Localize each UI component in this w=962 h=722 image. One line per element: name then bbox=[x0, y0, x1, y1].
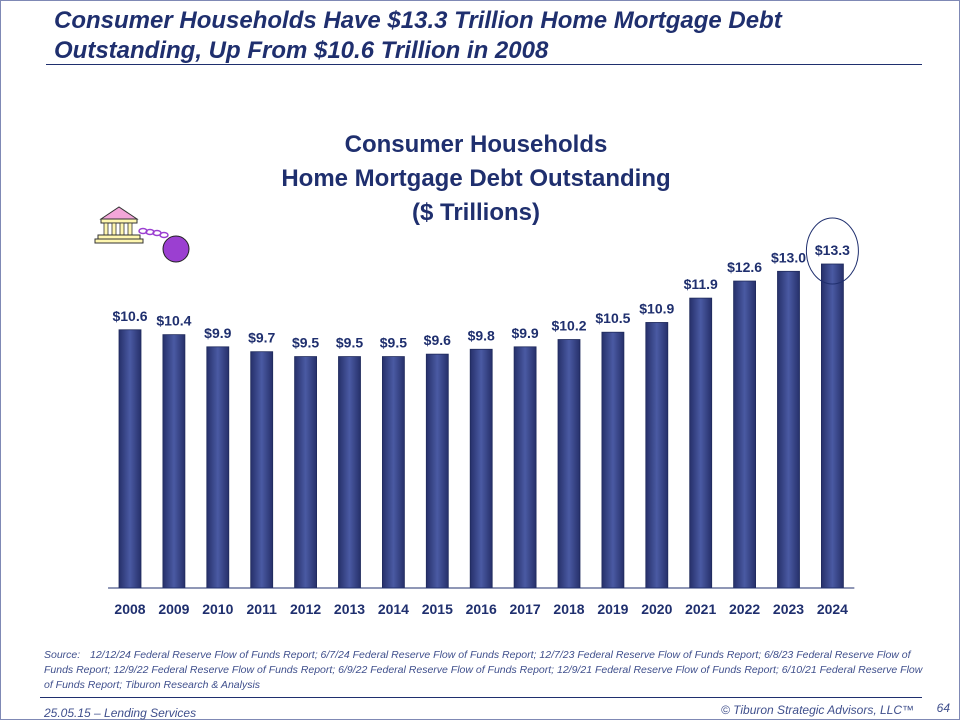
data-label-2009: $10.4 bbox=[156, 313, 191, 329]
bar-2008 bbox=[118, 329, 142, 589]
data-label-2024: $13.3 bbox=[815, 242, 850, 258]
data-label-2017: $9.9 bbox=[511, 325, 538, 341]
bar-2014 bbox=[381, 356, 405, 589]
bar-2020 bbox=[645, 322, 669, 589]
footer-rule bbox=[40, 697, 922, 698]
bar-2009 bbox=[162, 334, 186, 589]
data-label-2011: $9.7 bbox=[248, 330, 275, 346]
page-number: 64 bbox=[936, 701, 950, 715]
footer-copyright: © Tiburon Strategic Advisors, LLC™ bbox=[720, 703, 914, 717]
bank-with-ball-and-chain-icon bbox=[94, 206, 190, 263]
chart-title-line-1: Consumer Households bbox=[344, 131, 608, 158]
bar-2016 bbox=[469, 348, 493, 589]
bar-2012 bbox=[294, 356, 318, 589]
bars-layer: $10.6 2008 $10.4 2009 $9.9 2010 $9.7 2011 $9.5 20… bbox=[112, 242, 850, 617]
data-label-2019: $10.5 bbox=[595, 310, 630, 326]
x-tick-label-2020: 2020 bbox=[641, 601, 672, 617]
x-tick-label-2012: 2012 bbox=[290, 601, 321, 617]
x-tick-label-2022: 2022 bbox=[729, 601, 760, 617]
chart-title-line-2: Home Mortgage Debt Outstanding bbox=[281, 165, 671, 192]
x-tick-label-2021: 2021 bbox=[685, 601, 716, 617]
bar-2018 bbox=[557, 339, 581, 589]
bar-2011 bbox=[250, 351, 274, 589]
bar-2010 bbox=[206, 346, 230, 589]
source-label: Source: bbox=[44, 649, 81, 661]
x-tick-label-2009: 2009 bbox=[158, 601, 189, 617]
x-tick-label-2015: 2015 bbox=[422, 601, 453, 617]
x-tick-label-2019: 2019 bbox=[597, 601, 628, 617]
highlight-circle-2024 bbox=[805, 217, 859, 285]
bar-2021 bbox=[689, 297, 713, 589]
x-tick-label-2023: 2023 bbox=[773, 601, 804, 617]
bar-2013 bbox=[338, 356, 361, 589]
x-tick-label-2013: 2013 bbox=[334, 601, 365, 617]
x-tick-label-2018: 2018 bbox=[553, 601, 584, 617]
bar-2024 bbox=[821, 263, 844, 589]
x-tick-label-2011: 2011 bbox=[247, 601, 278, 617]
x-tick-label-2017: 2017 bbox=[510, 601, 541, 617]
chart-title: Consumer Households Home Mortgage Debt O… bbox=[186, 128, 766, 230]
source-text: 12/12/24 Federal Reserve Flow of Funds R… bbox=[44, 649, 923, 691]
source-note: Source: 12/12/24 Federal Reserve Flow of … bbox=[44, 648, 924, 693]
bar-2015 bbox=[425, 353, 449, 589]
data-label-2022: $12.6 bbox=[727, 259, 762, 275]
x-tick-label-2014: 2014 bbox=[378, 601, 409, 617]
bar-2022 bbox=[733, 280, 756, 589]
headline-rule bbox=[46, 64, 922, 65]
data-label-2016: $9.8 bbox=[468, 327, 495, 343]
x-tick-label-2024: 2024 bbox=[817, 601, 848, 617]
footer-date-section: 25.05.15 – Lending Services bbox=[44, 706, 197, 720]
data-label-2013: $9.5 bbox=[336, 335, 363, 351]
data-label-2020: $10.9 bbox=[639, 300, 674, 316]
data-label-2012: $9.5 bbox=[292, 335, 319, 351]
data-label-2018: $10.2 bbox=[551, 318, 586, 334]
data-label-2021: $11.9 bbox=[684, 276, 718, 292]
x-tick-label-2008: 2008 bbox=[114, 601, 145, 617]
bar-chart: $10.6 2008 $10.4 2009 $9.9 2010 $9.7 2011 $9.5 20… bbox=[94, 206, 859, 617]
chart-title-line-3: ($ Trillions) bbox=[411, 199, 540, 226]
x-tick-label-2010: 2010 bbox=[202, 601, 233, 617]
data-label-2023: $13.0 bbox=[771, 249, 806, 265]
data-label-2008: $10.6 bbox=[112, 308, 147, 324]
data-label-2015: $9.6 bbox=[424, 332, 451, 348]
x-tick-label-2016: 2016 bbox=[466, 601, 497, 617]
data-label-2014: $9.5 bbox=[380, 335, 407, 351]
bar-2017 bbox=[513, 346, 537, 589]
bar-2023 bbox=[777, 270, 800, 589]
slide-headline: Consumer Households Have $13.3 Trillion … bbox=[54, 7, 782, 64]
data-label-2010: $9.9 bbox=[204, 325, 231, 341]
bar-2019 bbox=[601, 331, 625, 589]
